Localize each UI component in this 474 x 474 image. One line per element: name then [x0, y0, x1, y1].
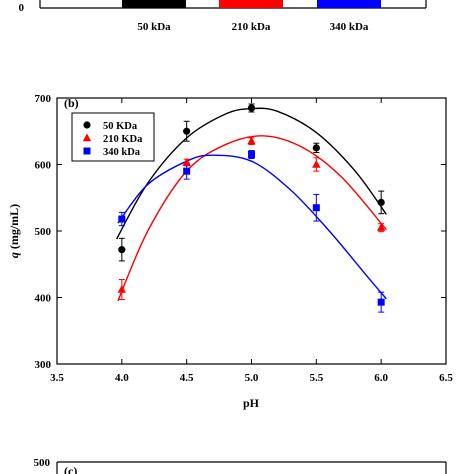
legend-marker	[83, 147, 91, 155]
x-tick-label: 4.5	[180, 372, 194, 384]
legend: 50 KDa 210 KDa 340 kDa	[71, 112, 155, 162]
y-axis-title-unit: (mg/mL)	[7, 204, 21, 252]
x-tick-label: 4.0	[115, 372, 129, 384]
plot-panel-b: (b) 3.5 4.0 4.5 5.0 5.5 6.0 6.5 300 400 500 600 70…	[7, 93, 453, 410]
y-tick-label: 600	[35, 160, 52, 172]
bottom-panel-y-top-label: 500	[34, 457, 51, 469]
top-legend-label: 210 kDa	[232, 21, 271, 33]
data-point	[247, 136, 256, 145]
y-axis-title: q (mg/mL)	[7, 204, 21, 258]
x-tick-label: 3.5	[50, 372, 64, 384]
x-tick-label: 5.0	[245, 372, 259, 384]
x-tick-label: 6.0	[374, 372, 388, 384]
data-point	[312, 144, 320, 152]
y-axis-ticks: 300 400 500 600 700	[35, 93, 446, 371]
data-point	[377, 198, 385, 207]
x-axis-ticks: 3.5 4.0 4.5 5.0 5.5 6.0 6.5	[50, 98, 453, 384]
legend-marker	[82, 133, 92, 142]
legend-label: 210 KDa	[103, 134, 143, 145]
fit-curve-0	[116, 107, 387, 240]
data-point	[183, 167, 191, 175]
data-point	[247, 104, 256, 112]
fit-curve-1	[117, 135, 387, 302]
data-point	[376, 223, 386, 231]
data-point	[118, 215, 126, 223]
top-legend-label: 50 kDa	[137, 21, 171, 33]
top-legend-label: 340 kDa	[330, 21, 369, 33]
top-legend-swatch	[219, 0, 283, 8]
fit-curve-2	[117, 154, 387, 300]
y-tick-label: 500	[35, 226, 52, 238]
top-legend-swatch	[122, 0, 186, 8]
data-point	[117, 285, 127, 293]
data-point	[118, 246, 126, 254]
y-tick-label: 400	[35, 293, 52, 305]
legend-marker	[83, 121, 91, 129]
data-point	[377, 298, 385, 306]
top-panel: 0 50 kDa 210 kDa 340 kDa	[19, 0, 427, 33]
data-point	[312, 160, 321, 168]
error-bars	[118, 103, 385, 313]
panel-label-c: (c)	[64, 464, 77, 474]
legend-label: 340 kDa	[103, 147, 141, 158]
bottom-panel: 500 (c)	[34, 457, 447, 474]
data-point	[183, 127, 191, 135]
data-point	[248, 151, 255, 159]
top-panel-legend: 50 kDa 210 kDa 340 kDa	[122, 0, 381, 33]
y-axis-title-symbol: q	[7, 252, 21, 258]
data-point	[182, 158, 191, 166]
top-panel-zero-label: 0	[19, 2, 25, 14]
legend-label: 50 KDa	[103, 121, 138, 132]
data-markers	[117, 104, 386, 306]
panel-label-b: (b)	[64, 96, 79, 110]
x-tick-label: 6.5	[439, 372, 453, 384]
data-point	[312, 204, 320, 212]
y-tick-label: 700	[35, 93, 52, 105]
top-legend-swatch	[317, 0, 381, 8]
x-axis-title: pH	[243, 396, 260, 410]
x-tick-label: 5.5	[309, 372, 323, 384]
y-tick-label: 300	[35, 359, 52, 371]
